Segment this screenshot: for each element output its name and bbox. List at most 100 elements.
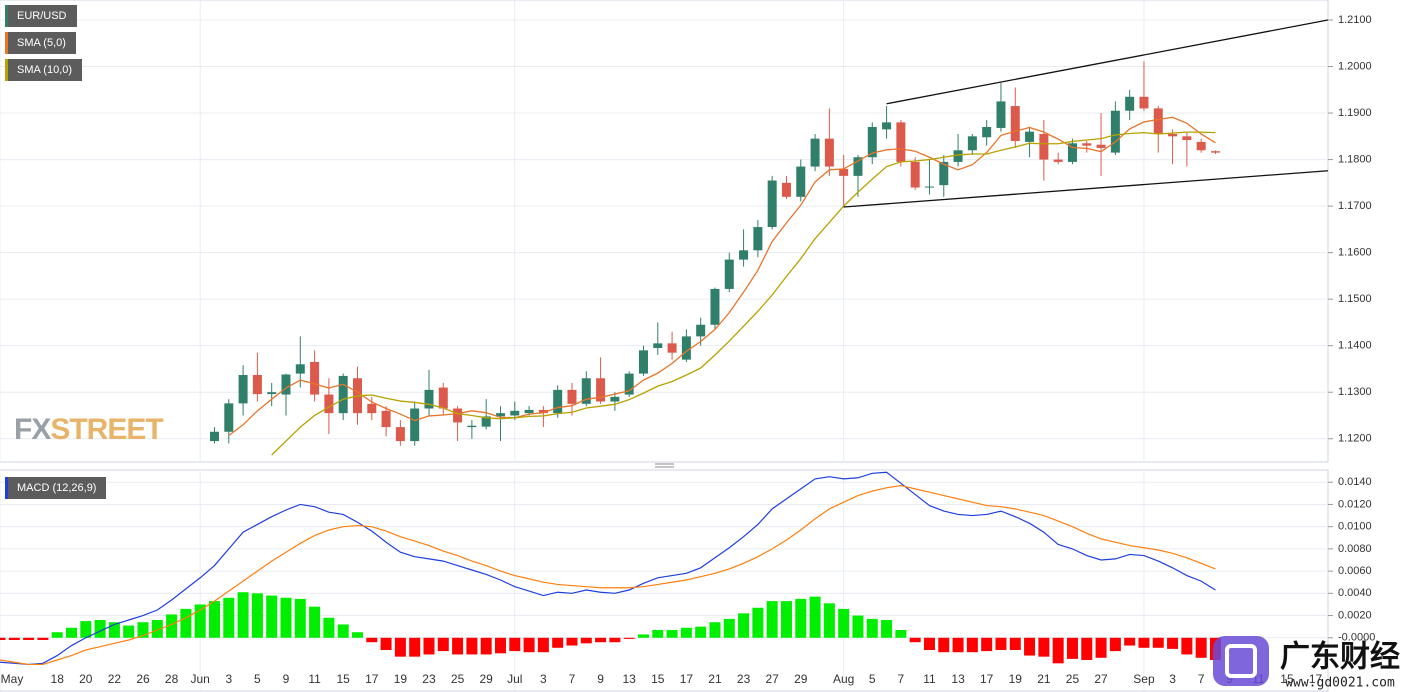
- candle-body: [953, 150, 963, 162]
- histogram-bar: [852, 615, 864, 638]
- candle-body: [310, 361, 320, 395]
- candle-body: [596, 378, 606, 402]
- candle-body: [238, 374, 248, 404]
- histogram-bar: [609, 637, 621, 643]
- candle-body: [1025, 131, 1035, 142]
- histogram-bar: [909, 637, 921, 643]
- watermark-part: FX: [14, 413, 51, 446]
- candle-body: [753, 227, 763, 251]
- x-tick-label: 25: [451, 672, 465, 686]
- candle-body: [367, 403, 377, 414]
- x-tick-label: 18: [51, 672, 65, 686]
- y-tick-label: 1.1300: [1338, 386, 1372, 398]
- candle-body: [410, 408, 420, 442]
- histogram-bar: [208, 601, 220, 638]
- candle-body: [824, 138, 834, 167]
- logo: 广东财经 www.gd0021.com: [1213, 636, 1400, 691]
- y-tick-label: 1.2000: [1338, 60, 1372, 72]
- histogram-bar: [194, 604, 206, 638]
- x-tick-label: 17: [1309, 672, 1323, 686]
- candle-body: [224, 403, 234, 432]
- histogram-bar: [623, 637, 635, 639]
- histogram-bar: [280, 597, 292, 638]
- candle-body: [853, 157, 863, 176]
- candle-body: [495, 413, 505, 417]
- y-tick-label: 1.1200: [1338, 433, 1372, 445]
- histogram-bar: [680, 627, 692, 638]
- histogram-bar: [952, 637, 964, 653]
- candle-body: [1082, 143, 1092, 146]
- x-tick-label: 29: [794, 672, 808, 686]
- logo-url: www.gd0021.com: [1285, 676, 1395, 691]
- histogram-bar: [823, 603, 835, 638]
- candle-body: [538, 409, 548, 414]
- candle-body: [882, 122, 892, 130]
- x-tick-label: 23: [422, 672, 436, 686]
- x-tick-label: Jul: [507, 672, 522, 686]
- y-tick-label: 1.1800: [1338, 153, 1372, 165]
- histogram-bar: [394, 637, 406, 657]
- histogram-bar: [1181, 637, 1193, 655]
- candle-body: [267, 392, 277, 395]
- histogram-bar: [1195, 637, 1207, 658]
- candle-body: [667, 343, 677, 353]
- y-tick-label: 1.1700: [1338, 200, 1372, 212]
- histogram-bar: [137, 622, 149, 638]
- x-tick-label: 17: [365, 672, 379, 686]
- candle-body: [553, 389, 563, 414]
- histogram-bar: [80, 621, 92, 638]
- y-tick-label: 1.2100: [1338, 14, 1372, 26]
- histogram-bar: [309, 606, 321, 638]
- histogram-bar: [1152, 637, 1164, 648]
- x-tick-label: 7: [1198, 672, 1205, 686]
- sma-line: [228, 116, 1216, 437]
- candle-body: [710, 288, 720, 325]
- histogram-bar: [151, 620, 163, 638]
- histogram-bar: [652, 630, 664, 638]
- x-tick-label: 23: [737, 672, 751, 686]
- histogram-bar: [709, 622, 721, 638]
- histogram-bar: [666, 630, 678, 638]
- candle-body: [1125, 96, 1135, 111]
- histogram-bar: [409, 637, 421, 657]
- candle-body: [939, 161, 949, 186]
- x-tick-label: Sep: [1133, 672, 1155, 686]
- x-tick-label: 7: [898, 672, 905, 686]
- histogram-bar: [552, 637, 564, 648]
- x-tick-label: 13: [623, 672, 637, 686]
- candle-body: [638, 350, 648, 374]
- x-tick-label: 17: [980, 672, 994, 686]
- y-tick-label: 1.1600: [1338, 247, 1372, 259]
- histogram-bar: [94, 620, 106, 638]
- histogram-bar: [1167, 637, 1179, 649]
- x-tick-label: 22: [108, 672, 122, 686]
- candle-body: [510, 410, 520, 416]
- histogram-bar: [123, 625, 135, 638]
- x-tick-label: 7: [569, 672, 576, 686]
- histogram-bar: [1095, 637, 1107, 658]
- histogram-bar: [452, 637, 464, 655]
- candle-body: [338, 375, 348, 414]
- histogram-bar: [1066, 637, 1078, 659]
- x-tick-label: 21: [1037, 672, 1051, 686]
- y-tick-label: 0.0100: [1338, 521, 1372, 533]
- histogram-bar: [480, 637, 492, 655]
- x-tick-label: 25: [1066, 672, 1080, 686]
- candle-body: [252, 374, 262, 395]
- histogram-bar: [637, 634, 649, 638]
- histogram-bar: [51, 632, 63, 638]
- y-tick-label: 1.1900: [1338, 107, 1372, 119]
- histogram-bar: [65, 627, 77, 638]
- y-tick-label: 0.0140: [1338, 476, 1372, 488]
- histogram-bar: [337, 624, 349, 638]
- x-tick-label: 26: [136, 672, 150, 686]
- histogram-bar: [294, 598, 306, 638]
- candle-body: [1067, 143, 1077, 162]
- candle-body: [910, 161, 920, 188]
- x-tick-label: 3: [540, 672, 547, 686]
- x-tick-label: 15: [337, 672, 351, 686]
- histogram-bar: [566, 637, 578, 646]
- x-tick-label: 28: [165, 672, 179, 686]
- histogram-bar: [1124, 637, 1136, 646]
